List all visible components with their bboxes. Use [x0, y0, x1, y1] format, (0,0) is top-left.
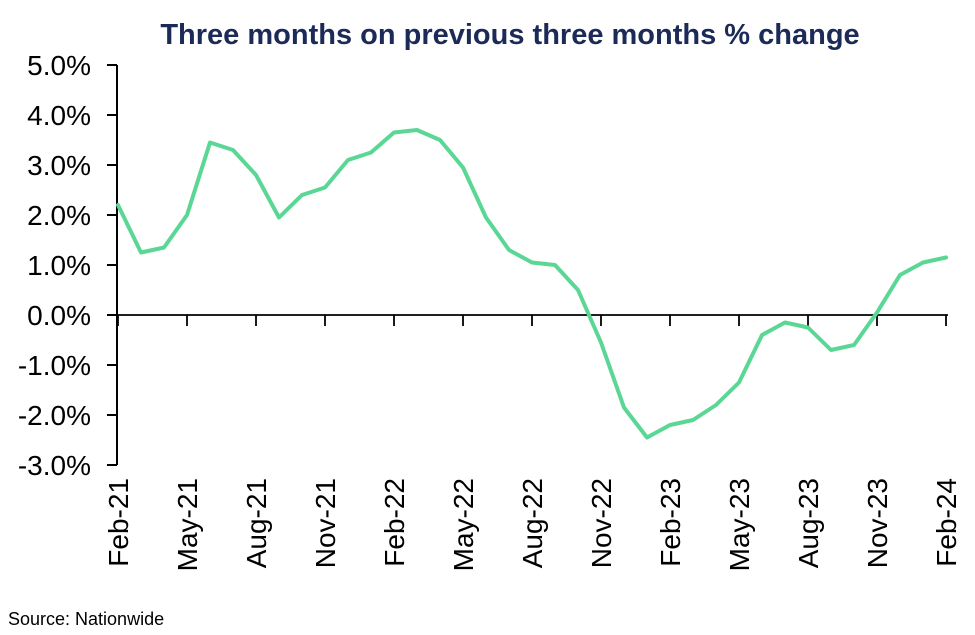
x-tick-label: Nov-22 [586, 478, 617, 568]
x-tick-label: Nov-21 [310, 478, 341, 568]
y-tick-label: -1.0% [18, 350, 91, 381]
x-tick-label: Feb-21 [103, 478, 134, 567]
x-tick-label: May-21 [172, 478, 203, 571]
x-tick-label: Feb-22 [379, 478, 410, 567]
y-tick-label: 1.0% [27, 250, 91, 281]
x-tick-label: Feb-24 [931, 478, 962, 567]
chart-title: Three months on previous three months % … [160, 19, 859, 51]
x-axis: Feb-21 May-21 Aug-21 Nov-21 Feb-22 May-22 Aug-… [103, 314, 962, 571]
x-tick-label: May-23 [724, 478, 755, 571]
x-tick-label: Aug-21 [241, 478, 272, 568]
y-tick-label: 4.0% [27, 100, 91, 131]
y-tick-label: 0.0% [27, 300, 91, 331]
y-tick-label: 3.0% [27, 150, 91, 181]
y-tick-label: 2.0% [27, 200, 91, 231]
x-tick-label: May-22 [448, 478, 479, 571]
x-tick-label: Nov-23 [862, 478, 893, 568]
y-tick-label: 5.0% [27, 50, 91, 81]
y-axis: 5.0% 4.0% 3.0% 2.0% 1.0% 0.0% -1.0% -2.0% -3.0% [18, 50, 118, 481]
y-tick-label: -2.0% [18, 400, 91, 431]
x-tick-label: Aug-23 [793, 478, 824, 568]
x-tick-label: Feb-23 [655, 478, 686, 567]
y-tick-label: -3.0% [18, 450, 91, 481]
series-line [116, 128, 948, 440]
x-tick-label: Aug-22 [517, 478, 548, 568]
source-note: Source: Nationwide [8, 609, 164, 629]
